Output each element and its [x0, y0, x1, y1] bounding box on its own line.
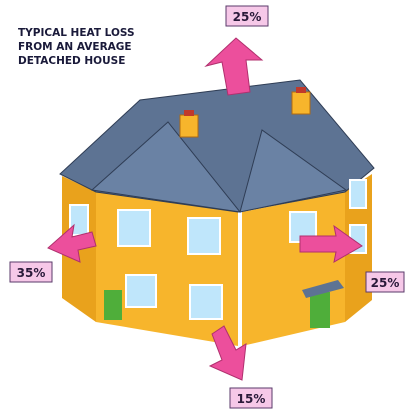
walls-loss: 35%	[17, 266, 46, 280]
title-line: FROM AN AVERAGE	[18, 41, 132, 53]
chimney-pot	[296, 87, 306, 93]
door	[104, 290, 122, 320]
windows-loss: 25%	[371, 276, 400, 290]
window	[188, 218, 220, 254]
window	[118, 210, 150, 246]
floor-loss: 15%	[237, 392, 266, 406]
title-line: TYPICAL HEAT LOSS	[18, 27, 135, 39]
chimney	[292, 92, 310, 114]
title-line: DETACHED HOUSE	[18, 55, 125, 67]
window	[126, 275, 156, 307]
window	[350, 180, 366, 208]
title: TYPICAL HEAT LOSS FROM AN AVERAGE DETACH…	[18, 27, 138, 67]
roof-loss: 25%	[233, 10, 262, 24]
window	[190, 285, 222, 319]
diagram: TYPICAL HEAT LOSS FROM AN AVERAGE DETACH…	[0, 0, 405, 413]
chimney	[180, 115, 198, 137]
door	[310, 292, 330, 328]
chimney-pot	[184, 110, 194, 116]
